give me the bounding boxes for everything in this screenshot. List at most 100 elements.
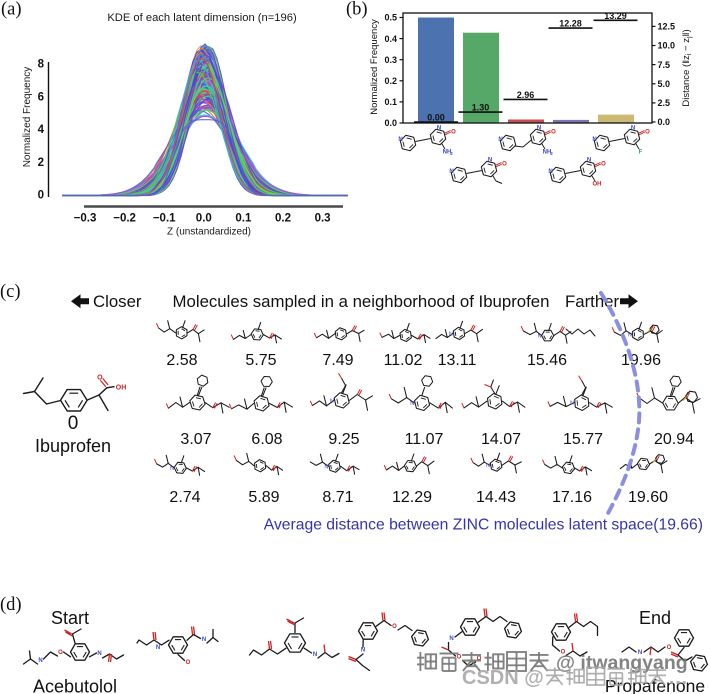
svg-text:0.5: 0.5	[384, 13, 397, 23]
svg-text:NH: NH	[543, 150, 552, 156]
svg-text:Start: Start	[51, 608, 89, 628]
svg-text:8: 8	[38, 59, 45, 71]
svg-text:O: O	[502, 162, 507, 168]
svg-text:7.5: 7.5	[658, 60, 671, 70]
svg-text:13.29: 13.29	[604, 11, 627, 21]
svg-text:3.07: 3.07	[180, 431, 211, 448]
svg-text:O: O	[601, 162, 606, 168]
svg-text:0.1: 0.1	[235, 213, 252, 225]
svg-text:N: N	[410, 401, 414, 407]
svg-text:(c): (c)	[0, 282, 21, 302]
svg-text:N: N	[592, 137, 596, 143]
svg-text:Propafenone: Propafenone	[605, 676, 705, 694]
svg-text:4: 4	[38, 124, 45, 136]
svg-text:N: N	[38, 658, 42, 664]
svg-text:13.11: 13.11	[438, 352, 477, 369]
svg-text:N: N	[170, 466, 174, 472]
svg-text:0: 0	[68, 413, 79, 434]
svg-text:6: 6	[38, 91, 44, 103]
svg-text:N: N	[631, 126, 635, 132]
svg-text:Normalized Frequency: Normalized Frequency	[369, 19, 380, 115]
svg-text:O: O	[457, 655, 462, 661]
svg-text:(a): (a)	[1, 0, 22, 20]
svg-text:10.0: 10.0	[658, 41, 676, 51]
svg-text:5.75: 5.75	[245, 352, 276, 369]
svg-text:N: N	[628, 332, 632, 338]
svg-text:2.96: 2.96	[517, 90, 535, 100]
svg-text:0: 0	[38, 190, 44, 202]
svg-text:Distance (‖zi − zj‖): Distance (‖zi − zj‖)	[681, 29, 693, 106]
svg-text:N: N	[398, 137, 402, 143]
svg-text:14.43: 14.43	[476, 489, 516, 506]
svg-text:N: N	[330, 398, 334, 404]
svg-text:N: N	[538, 334, 542, 340]
svg-text:1.30: 1.30	[472, 103, 490, 113]
svg-text:Z (unstandardized): Z (unstandardized)	[167, 227, 251, 238]
svg-text:O: O	[667, 645, 672, 651]
svg-text:N: N	[638, 650, 642, 656]
svg-text:O: O	[551, 130, 556, 136]
svg-text:12.28: 12.28	[559, 19, 582, 29]
svg-text:0.2: 0.2	[384, 76, 397, 86]
svg-text:2: 2	[38, 157, 44, 169]
svg-text:Average distance between ZINC: Average distance between ZINC molecules …	[264, 517, 703, 534]
svg-text:−0.1: −0.1	[153, 213, 176, 225]
svg-text:0.0: 0.0	[196, 213, 212, 225]
svg-text:@ itwangyang: @ itwangyang	[556, 652, 688, 674]
svg-text:N: N	[498, 137, 502, 143]
svg-text:O: O	[645, 130, 650, 136]
svg-text:O: O	[477, 656, 482, 662]
svg-text:0.3: 0.3	[384, 55, 397, 65]
svg-text:(b): (b)	[346, 0, 368, 20]
svg-text:N: N	[449, 169, 453, 175]
svg-text:6.08: 6.08	[251, 431, 282, 448]
svg-text:Farther: Farther	[565, 292, 620, 311]
svg-text:O: O	[186, 660, 191, 666]
svg-text:8.71: 8.71	[322, 489, 353, 506]
svg-text:19.60: 19.60	[628, 489, 668, 506]
svg-text:5.0: 5.0	[658, 79, 671, 89]
svg-text:15.46: 15.46	[527, 352, 567, 369]
svg-text:0.2: 0.2	[275, 213, 291, 225]
svg-text:O: O	[97, 374, 103, 381]
svg-text:15.77: 15.77	[563, 431, 603, 448]
svg-text:OH: OH	[116, 385, 127, 392]
svg-text:11.07: 11.07	[405, 431, 444, 448]
svg-text:2.5: 2.5	[658, 98, 671, 108]
svg-text:Closer: Closer	[93, 292, 142, 311]
svg-text:N: N	[570, 401, 574, 407]
svg-text:KDE of each latent dimension (: KDE of each latent dimension (n=196)	[107, 12, 297, 24]
svg-text:0.00: 0.00	[427, 113, 445, 123]
svg-text:9.25: 9.25	[328, 431, 359, 448]
svg-text:0.0: 0.0	[658, 117, 671, 127]
svg-text:N: N	[437, 126, 441, 132]
svg-text:(d): (d)	[0, 595, 22, 615]
svg-text:N: N	[324, 464, 328, 470]
svg-text:N: N	[488, 158, 492, 164]
svg-text:Normalized Frequency: Normalized Frequency	[22, 67, 33, 168]
svg-text:Molecules sampled in a neighbo: Molecules sampled in a neighborhood of I…	[173, 292, 550, 311]
svg-text:0.0: 0.0	[384, 118, 397, 128]
svg-text:11.02: 11.02	[384, 352, 423, 369]
svg-text:−0.3: −0.3	[74, 213, 97, 225]
svg-text:2.58: 2.58	[166, 352, 197, 369]
svg-text:N: N	[587, 158, 591, 164]
svg-text:20.94: 20.94	[654, 431, 694, 448]
svg-text:12.29: 12.29	[392, 489, 432, 506]
svg-text:O: O	[561, 650, 566, 656]
svg-text:O: O	[58, 650, 63, 656]
svg-text:N: N	[97, 651, 101, 657]
svg-text:0.3: 0.3	[315, 213, 331, 225]
svg-text:N: N	[537, 126, 541, 132]
svg-text:5.89: 5.89	[248, 489, 279, 506]
svg-text:O: O	[392, 624, 397, 630]
svg-text:2: 2	[450, 151, 453, 156]
svg-text:N: N	[313, 652, 317, 658]
svg-text:NH: NH	[443, 150, 452, 156]
svg-text:N: N	[449, 331, 453, 337]
svg-text:17.16: 17.16	[552, 489, 592, 506]
svg-text:0.4: 0.4	[384, 34, 397, 44]
svg-text:2: 2	[550, 151, 553, 156]
svg-text:2.74: 2.74	[169, 489, 200, 506]
svg-text:N: N	[548, 169, 552, 175]
